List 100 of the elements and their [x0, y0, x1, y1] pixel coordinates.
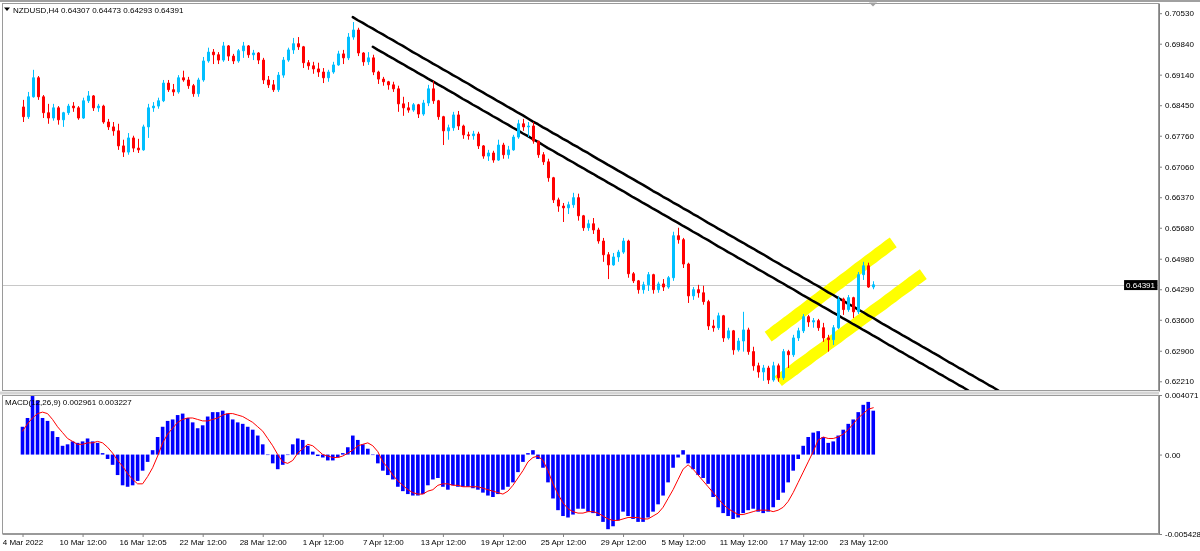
candlestick [832, 324, 835, 346]
y-tick-label: 0.64290 [1165, 285, 1195, 295]
candlestick [472, 130, 475, 141]
candlestick [147, 103, 150, 139]
candlestick [652, 273, 655, 295]
candlestick [562, 202, 565, 223]
y-tick-label: 0.67060 [1165, 162, 1195, 172]
x-tick-label: 4 Mar 2022 [2, 537, 44, 547]
candlestick [502, 142, 505, 160]
candlestick [522, 118, 525, 132]
y-tick-label: 0.64980 [1165, 254, 1195, 264]
candlestick [427, 84, 430, 107]
candlestick [557, 197, 560, 213]
candlestick [852, 296, 855, 319]
candlestick [487, 149, 490, 162]
candlestick [177, 74, 180, 95]
candlestick [612, 252, 615, 267]
candlestick [232, 53, 235, 65]
y-tick-label: 0.00 [1165, 450, 1182, 460]
candlestick [847, 294, 850, 313]
candlestick [867, 262, 870, 289]
candlestick [727, 327, 730, 341]
candlestick [547, 158, 550, 183]
candlestick [357, 27, 360, 57]
x-tick-label: 13 Apr 12:00 [420, 537, 467, 547]
candlestick [872, 280, 875, 290]
x-tick-label: 23 May 12:00 [839, 537, 889, 547]
candlestick [372, 54, 375, 76]
candlestick [182, 70, 185, 83]
chart-title: NZDUSD,H4 0.64307 0.64473 0.64293 0.64391 [13, 5, 184, 15]
candlestick [297, 36, 300, 51]
line-series [371, 45, 970, 390]
candlestick [107, 118, 110, 131]
candlestick [132, 135, 135, 153]
candlestick [137, 138, 140, 154]
candlestick [747, 327, 750, 356]
candlestick [92, 94, 95, 112]
x-tick-label: 11 May 12:00 [719, 537, 769, 547]
candlestick [47, 103, 50, 125]
y-tick-label: 0.70530 [1165, 9, 1195, 19]
candlestick [207, 47, 210, 64]
candlestick [692, 286, 695, 301]
candlestick [22, 99, 25, 123]
candlestick [397, 85, 400, 113]
candlestick [567, 201, 570, 215]
candlestick [387, 80, 390, 91]
candlestick [122, 139, 125, 158]
candlestick [817, 318, 820, 332]
candlestick [102, 104, 105, 125]
candlestick [702, 285, 705, 306]
candlestick [322, 67, 325, 84]
candlestick [37, 75, 40, 101]
candlestick [537, 140, 540, 159]
x-tick-label: 5 May 12:00 [661, 537, 707, 547]
candlestick [767, 365, 770, 385]
candlestick [302, 45, 305, 69]
candlestick [517, 119, 520, 140]
candlestick [462, 124, 465, 140]
candlestick [417, 103, 420, 119]
candlestick [592, 217, 595, 235]
candlestick [267, 75, 270, 89]
candlestick [27, 91, 30, 120]
candlestick [217, 51, 220, 65]
y-tick-label: 0.67760 [1165, 131, 1195, 141]
candlestick [202, 56, 205, 83]
y-tick-label: 0.65680 [1165, 223, 1195, 233]
candlestick [112, 121, 115, 137]
candlestick [292, 37, 295, 55]
candlestick [212, 48, 215, 65]
candlestick [277, 71, 280, 93]
x-tick-label: 29 Apr 12:00 [600, 537, 647, 547]
candlestick [127, 132, 130, 156]
candlestick [337, 50, 340, 67]
candlestick [437, 99, 440, 121]
candlestick [742, 311, 745, 353]
candlestick [707, 299, 710, 331]
y-tick-label: 0.62900 [1165, 346, 1195, 356]
y-tick-label: -0.005428 [1165, 530, 1200, 540]
candlestick [732, 329, 735, 356]
y-tick-label: 0.004071 [1165, 391, 1199, 401]
candlestick [787, 349, 790, 369]
candlestick [257, 51, 260, 65]
candlestick [77, 105, 80, 121]
candlestick [442, 115, 445, 146]
x-tick-label: 19 Apr 12:00 [480, 537, 527, 547]
candlestick [252, 49, 255, 61]
y-tick-label: 0.69840 [1165, 39, 1195, 49]
candlestick [192, 83, 195, 98]
candlestick [392, 81, 395, 93]
candlestick [97, 103, 100, 113]
candlestick [382, 76, 385, 87]
candlestick [542, 151, 545, 166]
candlestick [82, 97, 85, 120]
candlestick [762, 364, 765, 382]
candlestick [327, 69, 330, 83]
candlestick [482, 144, 485, 160]
candlestick [492, 150, 495, 164]
candlestick [157, 97, 160, 110]
candlestick [402, 96, 405, 117]
candlestick [367, 51, 370, 66]
